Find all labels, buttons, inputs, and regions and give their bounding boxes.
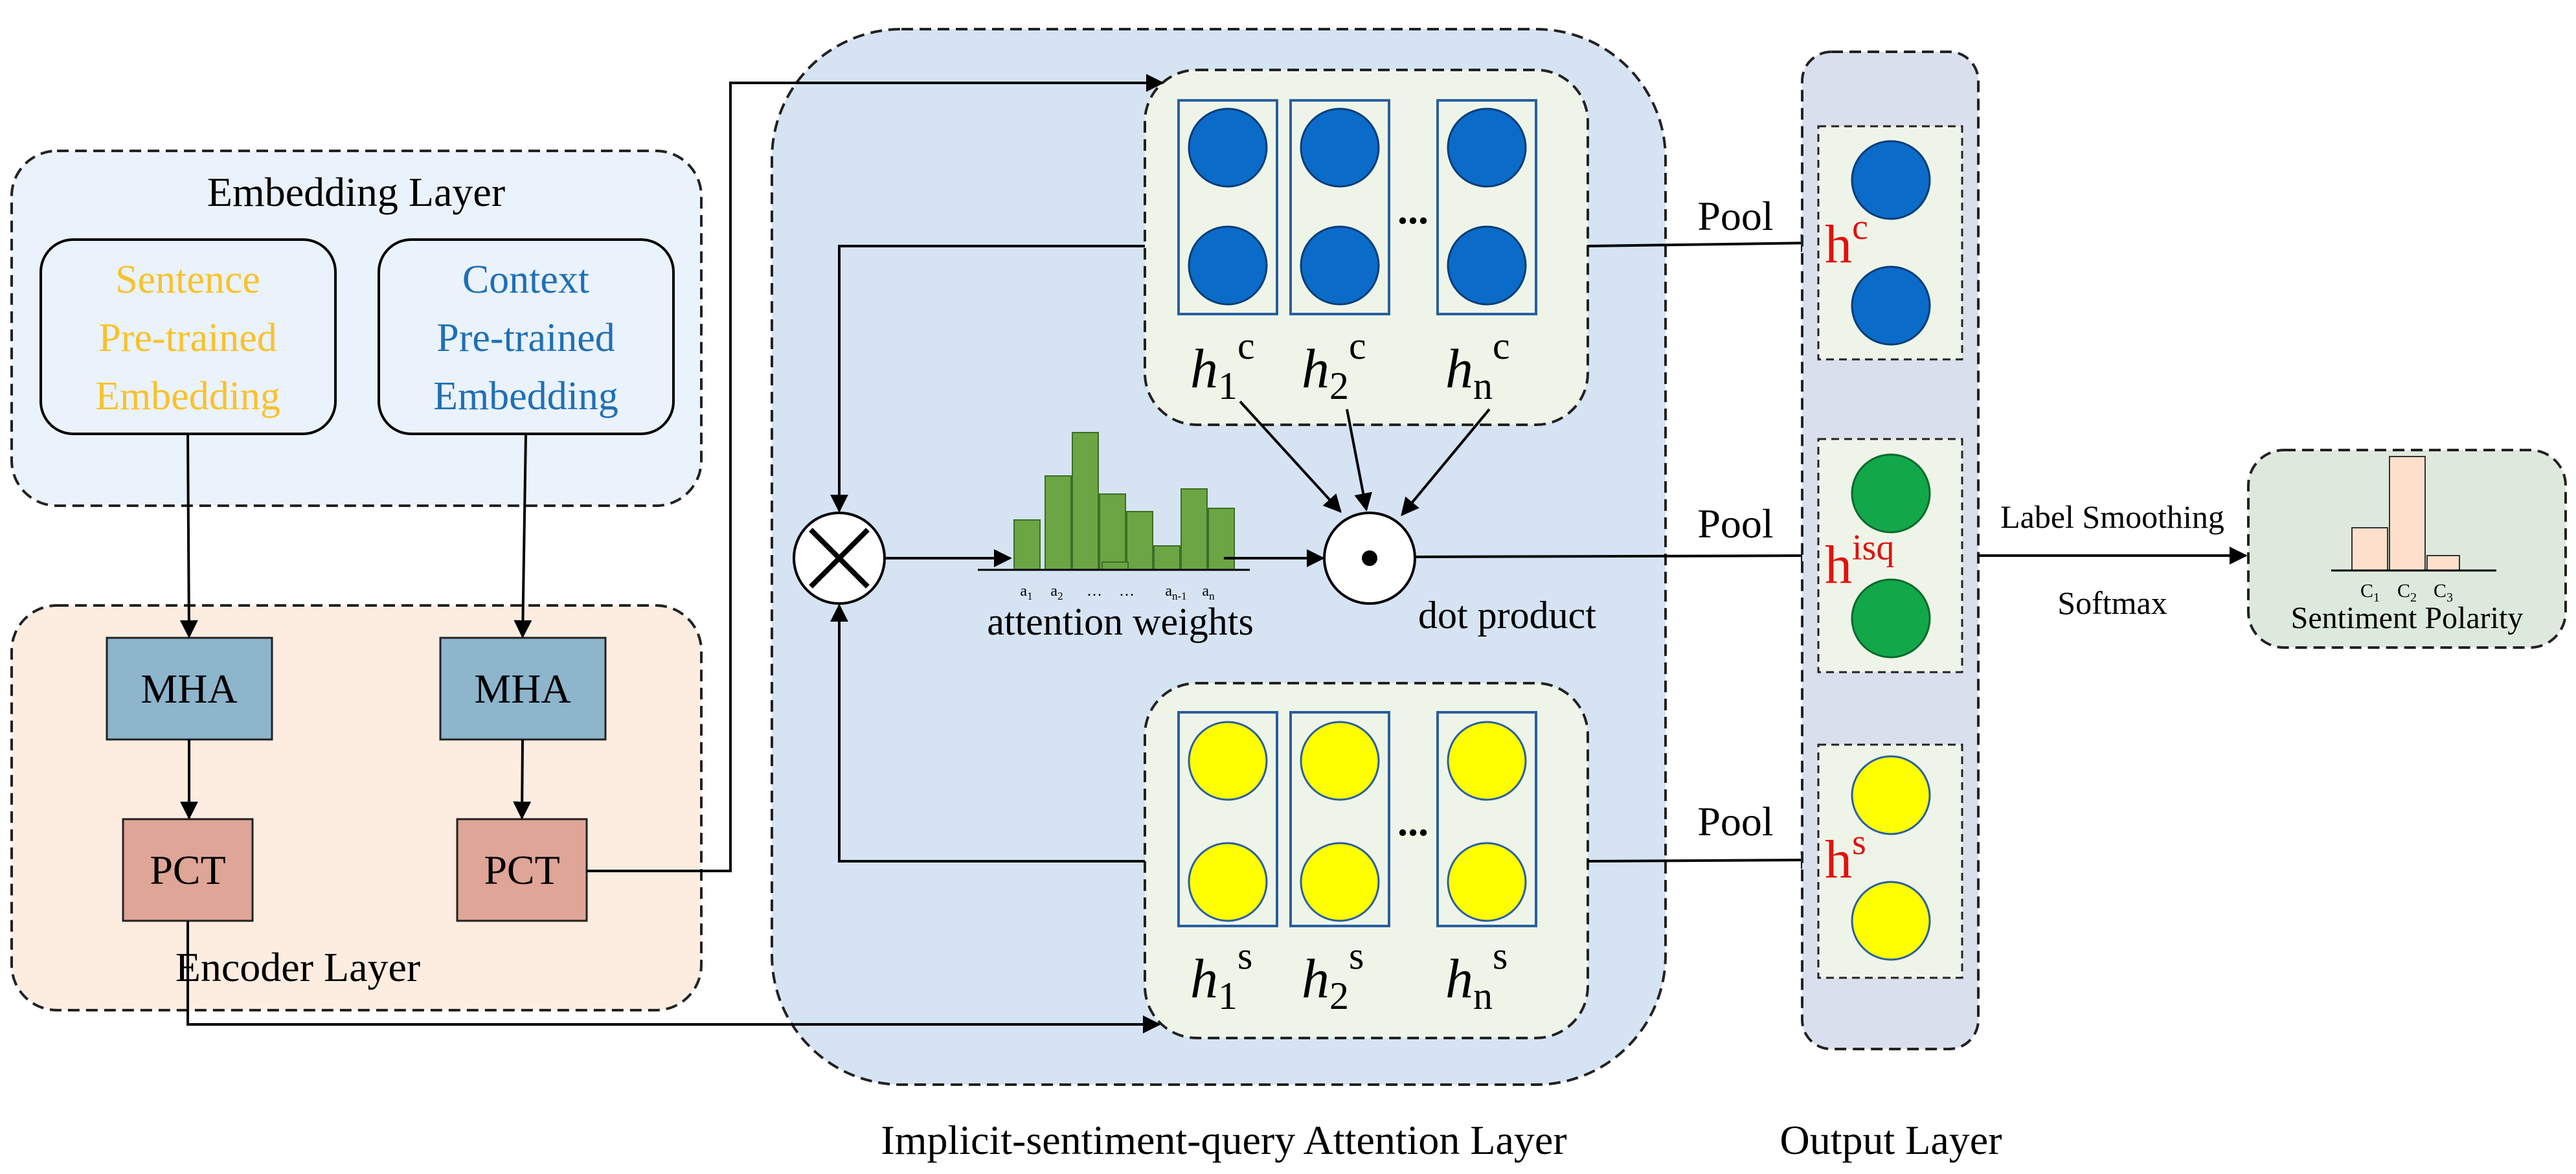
sentence-vector-1 [1177, 711, 1278, 927]
embedding-layer: Embedding Layer Sentence Pre-trained Emb… [10, 150, 703, 507]
context-vector-n [1436, 99, 1537, 315]
context-embedding-line-1: Context [462, 258, 589, 302]
encoder-layer-title: Encoder Layer [175, 944, 420, 990]
context-embedding-line-2: Pre-trained [436, 316, 615, 360]
sentence-embedding-line-2: Pre-trained [98, 316, 277, 360]
encoder-arrows [179, 433, 532, 820]
mha-label-sentence: MHA [141, 666, 237, 712]
output-vector-context: hc [1825, 207, 1868, 275]
multiply-node [793, 512, 886, 605]
context-hidden-2: h2c [1302, 324, 1366, 407]
sentence-embedding-line-1: Sentence [115, 258, 260, 302]
pool-label-isq: Pool [1697, 501, 1773, 547]
attention-weights-chart: a1 a2 … … an-1 an attention weights [978, 432, 1254, 643]
sentence-vector-n [1436, 711, 1537, 927]
polarity-bar-c3 [2426, 555, 2460, 571]
pool-label-sentence: Pool [1697, 798, 1773, 844]
polarity-class-c3: C3 [2434, 580, 2453, 605]
context-ellipsis: ... [1397, 186, 1429, 232]
pct-label-context: PCT [484, 847, 559, 893]
mha-block-sentence [106, 637, 273, 741]
mha-block-context [439, 637, 607, 741]
attention-bar-4 [1099, 493, 1126, 570]
attention-tick-dots-2: … [1119, 583, 1135, 600]
attention-layer-title: Implicit-sentiment-query Attention Layer [881, 1117, 1566, 1163]
attention-bar-7 [1181, 488, 1208, 570]
sentence-ellipsis: ... [1397, 798, 1429, 844]
context-hidden-n: hnc [1445, 324, 1510, 407]
output-vector-sentence: hs [1825, 822, 1866, 890]
label-smoothing-label: Label Smoothing [2000, 499, 2224, 535]
pct-block-sentence [122, 818, 254, 922]
softmax-label: Softmax [2057, 585, 2167, 621]
context-vector-1 [1177, 99, 1278, 315]
attention-tick-dots-1: … [1087, 583, 1102, 600]
attention-bar-8 [1208, 508, 1235, 570]
attention-bar-5 [1126, 511, 1153, 570]
polarity-bar-c2 [2389, 456, 2426, 571]
context-embedding-box: Context Pre-trained Embedding [378, 238, 675, 435]
sentence-hidden-n: hns [1445, 934, 1508, 1017]
output-layer-title: Output Layer [1780, 1117, 2002, 1163]
pct-block-context [456, 818, 588, 922]
embedding-layer-title: Embedding Layer [207, 169, 505, 215]
sentiment-polarity-box: C1 C2 C3 Sentiment Polarity [2247, 449, 2567, 649]
sentence-hidden-1: h1s [1190, 934, 1252, 1017]
sentence-embedding-box: Sentence Pre-trained Embedding [40, 238, 337, 435]
attention-bar-1 [1013, 519, 1041, 570]
dot-product-node: dot product [1323, 512, 1596, 637]
sentence-hidden-cell: ... h1s h2s hns [1144, 682, 1589, 1039]
context-hidden-1: h1c [1190, 324, 1255, 407]
attention-weights-label: attention weights [987, 600, 1254, 643]
sentence-hidden-2: h2s [1302, 934, 1364, 1017]
attention-arrows [186, 74, 1819, 1033]
pct-label-sentence: PCT [150, 847, 225, 893]
pool-label-context: Pool [1697, 193, 1773, 239]
context-embedding-line-3: Embedding [433, 374, 618, 418]
attention-bar-2 [1045, 475, 1072, 570]
encoder-layer: Encoder Layer MHA MHA PCT PCT [10, 604, 703, 1011]
context-vector-2 [1289, 99, 1390, 315]
mha-label-context: MHA [474, 666, 571, 712]
output-layer: hc hisq hs Output Layer [1780, 51, 2002, 1163]
polarity-bar-c1 [2351, 527, 2388, 571]
attention-bar-9 [1102, 561, 1129, 570]
dot-product-label: dot product [1418, 594, 1596, 637]
sentence-vector-2 [1289, 711, 1390, 927]
output-vector-isq: hisq [1825, 528, 1894, 595]
attention-layer: ... h1c h2c hnc ... h1s [771, 28, 1667, 1163]
sentence-embedding-line-3: Embedding [95, 374, 280, 418]
attention-bar-6 [1153, 545, 1181, 570]
sentiment-polarity-label: Sentiment Polarity [2291, 601, 2524, 635]
attention-bar-3 [1072, 432, 1099, 570]
context-hidden-cell: ... h1c h2c hnc [1144, 69, 1589, 426]
